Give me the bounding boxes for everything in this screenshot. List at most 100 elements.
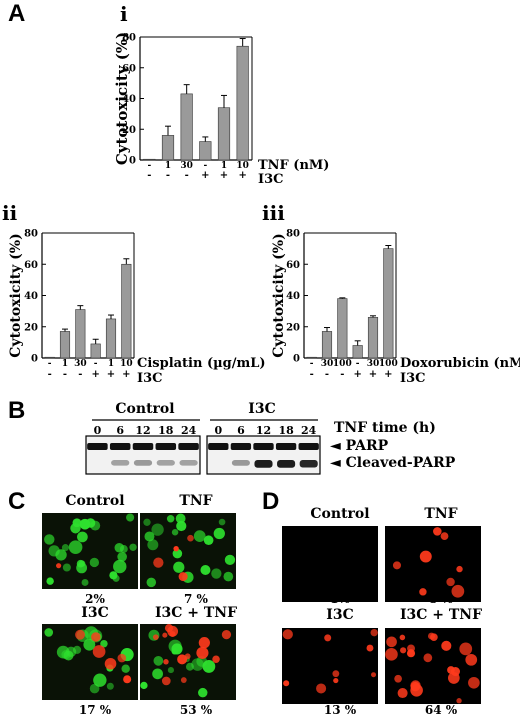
i3c-sign-label: - bbox=[78, 369, 82, 380]
red-cell bbox=[92, 645, 106, 658]
green-cell bbox=[152, 668, 163, 680]
y-tick-label: 60 bbox=[286, 260, 300, 271]
blot-time-tick: 6 bbox=[116, 424, 124, 437]
red-cell bbox=[283, 680, 290, 687]
micrograph-image bbox=[282, 628, 378, 704]
i3c-sign-label: - bbox=[166, 170, 170, 181]
red-cell bbox=[385, 648, 398, 661]
bar bbox=[306, 356, 317, 359]
red-cell bbox=[333, 677, 339, 684]
blot-time-tick: 18 bbox=[278, 424, 294, 437]
red-cell bbox=[407, 644, 415, 653]
treatment-dose-label: 30 bbox=[321, 359, 334, 369]
micrograph-background bbox=[282, 628, 378, 704]
micrograph-image bbox=[42, 624, 138, 700]
i3c-label: I3C bbox=[137, 371, 162, 386]
green-cell bbox=[46, 577, 54, 585]
blot-time-tick: 0 bbox=[214, 424, 222, 437]
band-cleaved-parp bbox=[231, 460, 250, 466]
green-cell bbox=[68, 540, 83, 554]
treatment-dose-label: 30 bbox=[180, 161, 193, 171]
y-tick-label: 40 bbox=[24, 291, 38, 302]
i3c-sign-label: - bbox=[340, 369, 344, 380]
blot-time-tick: 6 bbox=[237, 424, 245, 437]
green-cell bbox=[198, 687, 208, 698]
green-cell bbox=[106, 682, 114, 690]
green-cell bbox=[93, 673, 107, 687]
panel-d-percent-i3c: 13 % bbox=[323, 703, 357, 716]
green-cell bbox=[146, 577, 157, 588]
micrograph-image bbox=[385, 526, 481, 602]
band-label-parp: ◄ PARP bbox=[330, 438, 389, 454]
micrograph-image bbox=[385, 628, 481, 704]
red-cell bbox=[392, 561, 401, 570]
green-cell bbox=[193, 530, 206, 542]
panel-d-title-i3c-tnf: I3C + TNF bbox=[399, 607, 483, 623]
red-cell bbox=[370, 628, 378, 637]
red-cell bbox=[196, 646, 209, 659]
green-cell bbox=[202, 660, 216, 673]
green-cell bbox=[129, 543, 137, 551]
y-tick-label: 80 bbox=[286, 229, 300, 240]
i3c-sign-label: - bbox=[310, 369, 314, 380]
band-cleaved-parp bbox=[133, 460, 153, 466]
treatment-dose-label: - bbox=[94, 359, 98, 369]
green-cell bbox=[140, 681, 148, 690]
treatment-dose-label: 1 bbox=[165, 161, 171, 171]
panel-c-title-i3c: I3C bbox=[81, 605, 109, 621]
red-cell bbox=[153, 557, 164, 568]
y-tick-label: 80 bbox=[24, 229, 38, 240]
panel-c-percent-i3c: 17 % bbox=[78, 703, 112, 716]
green-cell bbox=[151, 523, 164, 536]
green-cell bbox=[218, 518, 226, 526]
micrograph-image bbox=[282, 526, 378, 602]
i3c-label: I3C bbox=[258, 172, 283, 187]
red-cell bbox=[167, 625, 179, 637]
panel-c-title-control: Control bbox=[65, 493, 125, 509]
red-cell bbox=[56, 563, 62, 569]
red-cell bbox=[178, 572, 188, 582]
red-cell bbox=[441, 640, 452, 651]
green-cell bbox=[76, 559, 85, 568]
i3c-sign-label: - bbox=[185, 170, 189, 181]
red-cell bbox=[198, 637, 210, 649]
y-tick-label: 0 bbox=[129, 156, 136, 167]
green-cell bbox=[153, 656, 164, 666]
green-cell bbox=[171, 643, 183, 655]
green-cell bbox=[211, 568, 222, 579]
green-cell bbox=[200, 564, 211, 575]
red-cell bbox=[221, 629, 232, 640]
blot-group-i3c: I3C bbox=[248, 401, 276, 417]
green-cell bbox=[144, 531, 155, 542]
green-cell bbox=[61, 544, 69, 552]
green-cell bbox=[171, 529, 179, 536]
band-parp bbox=[178, 443, 199, 450]
panel-c-percent-tnf: 7 % bbox=[184, 592, 208, 606]
treatment-dose-label: - bbox=[147, 161, 151, 171]
green-cell bbox=[147, 539, 159, 551]
green-cell bbox=[100, 639, 108, 648]
red-cell bbox=[419, 550, 432, 563]
green-cell bbox=[79, 518, 91, 530]
treatment-dose-label: - bbox=[356, 359, 360, 369]
green-cell bbox=[113, 559, 127, 574]
panel-label-b: B bbox=[8, 397, 26, 424]
red-cell bbox=[332, 670, 340, 678]
treatment-dose-label: - bbox=[48, 359, 52, 369]
blot-time-tick: 24 bbox=[181, 424, 197, 437]
i3c-sign-label: - bbox=[325, 369, 329, 380]
treatment-label: Cisplatin (µg/mL) bbox=[137, 356, 266, 371]
y-axis-label: Cytotoxicity (%) bbox=[8, 233, 24, 357]
y-tick-label: 60 bbox=[122, 63, 136, 74]
red-cell bbox=[163, 659, 169, 665]
band-parp bbox=[155, 443, 177, 450]
subpanel-label-i: i bbox=[120, 2, 128, 26]
treatment-dose-label: 1 bbox=[108, 359, 114, 369]
band-label-cleaved-parp: ◄ Cleaved-PARP bbox=[330, 455, 456, 471]
blot-group-control: Control bbox=[115, 401, 175, 417]
treatment-dose-label: 10 bbox=[120, 359, 133, 369]
red-cell bbox=[400, 647, 407, 654]
red-cell bbox=[468, 676, 480, 689]
i3c-sign-label: + bbox=[384, 369, 392, 380]
